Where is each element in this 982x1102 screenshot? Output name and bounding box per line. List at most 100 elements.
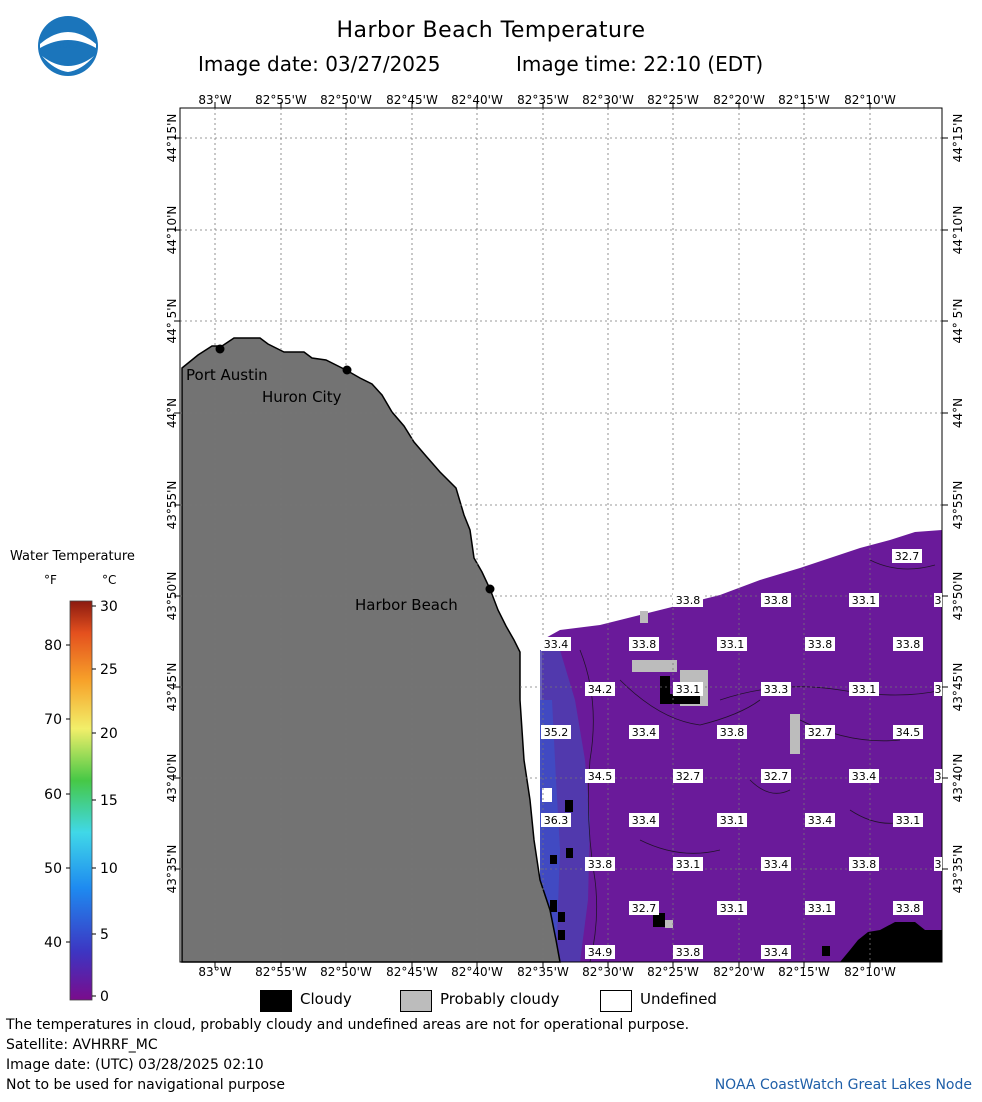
longitude-label: 82°20'W — [713, 965, 765, 979]
water-temperature-area — [540, 530, 943, 963]
legend-label-celsius: 30 — [100, 599, 118, 615]
temperature-value: 33.8 — [632, 638, 657, 651]
probably-cloudy-swatch — [400, 990, 432, 1012]
temperature-value: 3 — [935, 594, 942, 607]
temperature-label-box — [805, 901, 835, 915]
temperature-value: 33.8 — [896, 638, 921, 651]
temperature-label-box — [585, 769, 615, 783]
cloudy-swatch — [260, 990, 292, 1012]
temperature-label-box — [585, 945, 615, 959]
cloudy-label: Cloudy — [300, 990, 352, 1008]
temperature-value: 36.3 — [544, 814, 569, 827]
temperature-label-box — [673, 682, 703, 696]
longitude-label: 83°W — [198, 965, 231, 979]
temperature-label-box — [761, 945, 791, 959]
legend-label-celsius: 20 — [100, 726, 118, 742]
probably-cloudy-label: Probably cloudy — [440, 990, 560, 1008]
undefined-swatch — [600, 990, 632, 1012]
temperature-value: 33.8 — [676, 594, 701, 607]
longitude-label: 82°25'W — [647, 965, 699, 979]
temperature-label-box — [629, 725, 659, 739]
legend-label-fahrenheit: 40 — [44, 935, 62, 951]
temperature-value: 34.5 — [896, 726, 921, 739]
temperature-value: 32.7 — [808, 726, 833, 739]
legend-label-fahrenheit: 60 — [44, 787, 62, 803]
longitude-label: 82°35'W — [517, 965, 569, 979]
temperature-label-box — [934, 857, 942, 871]
temperature-value: 32.7 — [676, 770, 701, 783]
temperature-value: 32.7 — [632, 902, 657, 915]
temperature-value: 33.8 — [764, 594, 789, 607]
temperature-label-box — [717, 725, 747, 739]
latitude-label: 43°45'N — [951, 663, 965, 712]
image-time: Image time: 22:10 (EDT) — [516, 52, 764, 76]
temperature-label-box — [717, 813, 747, 827]
footer-utc-date: Image date: (UTC) 03/28/2025 02:10 — [6, 1057, 264, 1073]
temperature-value: 33.4 — [808, 814, 833, 827]
temperature-label-box — [893, 813, 923, 827]
temperature-label-box — [893, 725, 923, 739]
temperature-value: 33.3 — [764, 683, 789, 696]
temperature-label-box — [761, 682, 791, 696]
temperature-label-box — [761, 593, 791, 607]
temperature-value: 35.2 — [544, 726, 569, 739]
temperature-value: 3 — [935, 770, 942, 783]
city-harbor-beach: Harbor Beach — [355, 596, 458, 614]
temperature-label-box — [892, 549, 922, 563]
temperature-label-box — [849, 857, 879, 871]
city-markers — [215, 344, 495, 594]
temperature-label-box — [629, 637, 659, 651]
longitude-label: 82°30'W — [582, 965, 634, 979]
longitude-label: 82°10'W — [844, 93, 896, 107]
longitude-label: 82°20'W — [713, 93, 765, 107]
land-area — [181, 337, 561, 963]
latitude-label: 44°15'N — [165, 114, 179, 163]
legend-label-fahrenheit: 50 — [44, 861, 62, 877]
temperature-label-box — [893, 901, 923, 915]
longitude-label: 82°55'W — [255, 93, 307, 107]
city-huron-city: Huron City — [262, 388, 342, 406]
footer-disclaimer: Not to be used for navigational purpose — [6, 1077, 285, 1093]
latitude-label: 43°45'N — [165, 663, 179, 712]
temperature-value: 34.9 — [588, 946, 613, 959]
latitude-label: 43°35'N — [165, 845, 179, 894]
latitude-label: 43°40'N — [951, 754, 965, 803]
latitude-label: 43°50'N — [951, 572, 965, 621]
temperature-value: 33.4 — [852, 770, 877, 783]
temperature-label-box — [761, 857, 791, 871]
longitude-label: 82°15'W — [778, 93, 830, 107]
temperature-value: 33.1 — [676, 683, 701, 696]
temperature-value: 33.8 — [808, 638, 833, 651]
noaa-logo: NOAA — [38, 16, 98, 76]
temperature-value: 3 — [935, 683, 942, 696]
temperature-value: 33.1 — [852, 594, 877, 607]
longitude-label: 83°W — [198, 93, 231, 107]
page-title: Harbor Beach Temperature — [336, 18, 646, 43]
temperature-label-box — [717, 901, 747, 915]
latitude-label: 43°55'N — [165, 481, 179, 530]
unit-fahrenheit: °F — [44, 573, 57, 587]
cloud-mask — [542, 611, 942, 962]
temperature-value: 32.7 — [764, 770, 789, 783]
temperature-value: 3 — [935, 858, 942, 871]
temperature-value: 33.1 — [808, 902, 833, 915]
temperature-value: 32.7 — [895, 550, 920, 563]
latitude-label: 44°15'N — [951, 114, 965, 163]
longitude-label: 82°50'W — [320, 965, 372, 979]
temperature-label-box — [717, 637, 747, 651]
temperature-label-box — [673, 769, 703, 783]
latitude-label: 44°N — [165, 398, 179, 428]
temperature-value: 33.1 — [720, 814, 745, 827]
temperature-label-box — [849, 769, 879, 783]
legend-label-celsius: 15 — [100, 793, 118, 809]
temperature-label-box — [541, 725, 571, 739]
temperature-value: 33.8 — [588, 858, 613, 871]
temperature-value: 33.1 — [676, 858, 701, 871]
temperature-value: 33.4 — [632, 726, 657, 739]
latitude-label: 44° 5'N — [165, 299, 179, 344]
temperature-label-box — [805, 725, 835, 739]
temperature-label-box — [673, 593, 703, 607]
longitude-label: 82°30'W — [582, 93, 634, 107]
legend-label-celsius: 0 — [100, 989, 109, 1005]
